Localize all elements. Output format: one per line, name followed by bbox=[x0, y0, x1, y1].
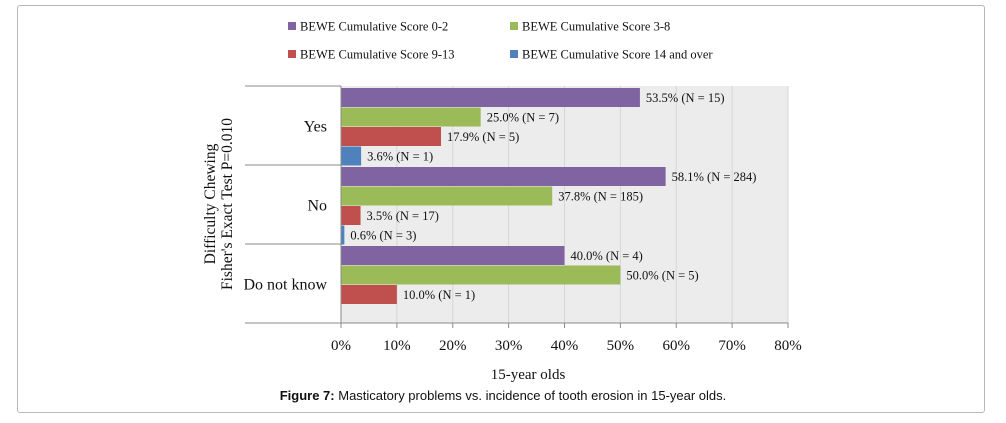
legend-swatch bbox=[510, 50, 518, 58]
bar-4-2 bbox=[341, 225, 345, 245]
legend-swatch bbox=[510, 22, 518, 30]
bar-2-1 bbox=[341, 107, 481, 127]
caption-text: Masticatory problems vs. incidence of to… bbox=[334, 388, 727, 403]
legend-swatch bbox=[288, 50, 296, 58]
y-axis-label-line: Fisher's Exact Test P=0.010 bbox=[219, 118, 236, 290]
caption-label: Figure 7: bbox=[279, 388, 335, 403]
data-label: 3.5% (N = 17) bbox=[367, 209, 439, 223]
y-axis-label-line: Difficulty Chewing bbox=[202, 143, 219, 264]
x-tick-label: 70% bbox=[718, 338, 746, 354]
data-label: 50.0% (N = 5) bbox=[626, 269, 698, 283]
data-label: 0.6% (N = 3) bbox=[350, 229, 416, 243]
legend-swatch bbox=[288, 22, 296, 30]
category-label: Yes bbox=[304, 119, 327, 136]
data-label: 37.8% (N = 185) bbox=[558, 190, 643, 204]
bar-2-2 bbox=[341, 186, 553, 206]
x-tick-label: 80% bbox=[774, 338, 802, 354]
figure-caption: Figure 7: Masticatory problems vs. incid… bbox=[0, 388, 1006, 403]
data-label: 25.0% (N = 7) bbox=[487, 111, 559, 125]
category-label: Do not know bbox=[243, 277, 327, 294]
x-axis-label: 15-year olds bbox=[491, 367, 566, 383]
x-tick-label: 50% bbox=[607, 338, 635, 354]
category-label: No bbox=[307, 198, 327, 215]
data-label: 10.0% (N = 1) bbox=[403, 288, 475, 302]
x-tick-label: 0% bbox=[331, 338, 351, 354]
bar-1-2 bbox=[341, 167, 666, 186]
legend-label: BEWE Cumulative Score 3-8 bbox=[522, 20, 670, 34]
legend-label: BEWE Cumulative Score 9-13 bbox=[300, 48, 454, 62]
data-label: 17.9% (N = 5) bbox=[447, 130, 519, 144]
bar-2-3 bbox=[341, 265, 621, 285]
x-tick-label: 60% bbox=[663, 338, 691, 354]
x-tick-label: 20% bbox=[439, 338, 467, 354]
data-label: 3.6% (N = 1) bbox=[367, 150, 433, 164]
data-label: 53.5% (N = 15) bbox=[646, 91, 725, 105]
y-axis-label: Difficulty Chewing Fisher's Exact Test P=… bbox=[202, 118, 236, 290]
bar-1-1 bbox=[341, 88, 640, 107]
x-tick-label: 30% bbox=[495, 338, 523, 354]
bar-3-2 bbox=[341, 206, 361, 225]
x-tick-label: 40% bbox=[551, 338, 579, 354]
data-label: 40.0% (N = 4) bbox=[571, 249, 643, 263]
bar-3-1 bbox=[341, 127, 442, 146]
bar-1-3 bbox=[341, 246, 565, 265]
legend-label: BEWE Cumulative Score 14 and over bbox=[522, 48, 713, 62]
bar-3-3 bbox=[341, 285, 397, 304]
bar-4-1 bbox=[341, 146, 362, 166]
x-tick-label: 10% bbox=[383, 338, 411, 354]
legend-label: BEWE Cumulative Score 0-2 bbox=[300, 20, 448, 34]
data-label: 58.1% (N = 284) bbox=[672, 170, 757, 184]
